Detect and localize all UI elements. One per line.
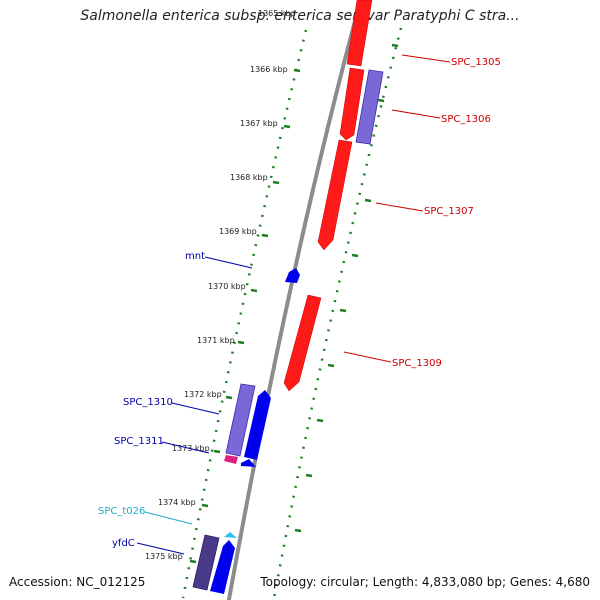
tick-label-1371: 1371 kbp <box>197 336 235 345</box>
tick-label-1369: 1369 kbp <box>219 227 257 236</box>
gene-label-spc1311[interactable]: SPC_1311 <box>114 436 164 447</box>
gene-yfdc[interactable] <box>210 540 235 594</box>
gene-label-spc-t026[interactable]: SPC_t026 <box>98 506 145 517</box>
tick-label-1370: 1370 kbp <box>208 282 246 291</box>
gene-yfdc-light[interactable] <box>192 534 220 591</box>
tick-label-1368: 1368 kbp <box>230 173 268 182</box>
accession-label: Accession: NC_012125 <box>9 575 146 589</box>
gene-label-spc1306[interactable]: SPC_1306 <box>441 114 491 125</box>
gene-spc-t026[interactable] <box>224 532 237 538</box>
gene-spc1311[interactable] <box>244 390 271 460</box>
gene-label-spc1309[interactable]: SPC_1309 <box>392 358 442 369</box>
gene-spc1306-forward[interactable] <box>339 67 365 141</box>
genome-backbone <box>226 0 363 600</box>
tick-label-1366: 1366 kbp <box>250 65 288 74</box>
tick-label-1372: 1372 kbp <box>184 390 222 399</box>
gene-small-misc[interactable] <box>224 455 238 464</box>
tick-label-1375: 1375 kbp <box>145 552 183 561</box>
gene-spc1307[interactable] <box>317 139 353 251</box>
gene-spc1305[interactable] <box>346 0 373 67</box>
gene-label-mnt[interactable]: mnt <box>185 251 205 262</box>
gene-label-yfdc[interactable]: yfdC <box>112 538 135 549</box>
gene-label-spc1310[interactable]: SPC_1310 <box>123 397 173 408</box>
gene-small-reverse[interactable] <box>241 459 256 467</box>
gene-spc1309[interactable] <box>283 294 322 392</box>
tick-label-1365: 1365 kbp <box>258 9 296 18</box>
gene-spc1310[interactable] <box>225 383 256 457</box>
genome-summary: Topology: circular; Length: 4,833,080 bp… <box>260 575 590 589</box>
label-leaders <box>136 54 451 555</box>
gene-spc1306-reverse[interactable] <box>355 69 384 145</box>
tick-label-1374: 1374 kbp <box>158 498 196 507</box>
gene-label-spc1307[interactable]: SPC_1307 <box>424 206 474 217</box>
outer-ruler <box>272 27 403 599</box>
gene-label-spc1305[interactable]: SPC_1305 <box>451 57 501 68</box>
tick-label-1367: 1367 kbp <box>240 119 278 128</box>
ruler-ticks <box>189 43 399 564</box>
gene-mnt[interactable] <box>285 268 300 283</box>
map-title: Salmonella enterica subsp. enterica sero… <box>80 8 520 24</box>
